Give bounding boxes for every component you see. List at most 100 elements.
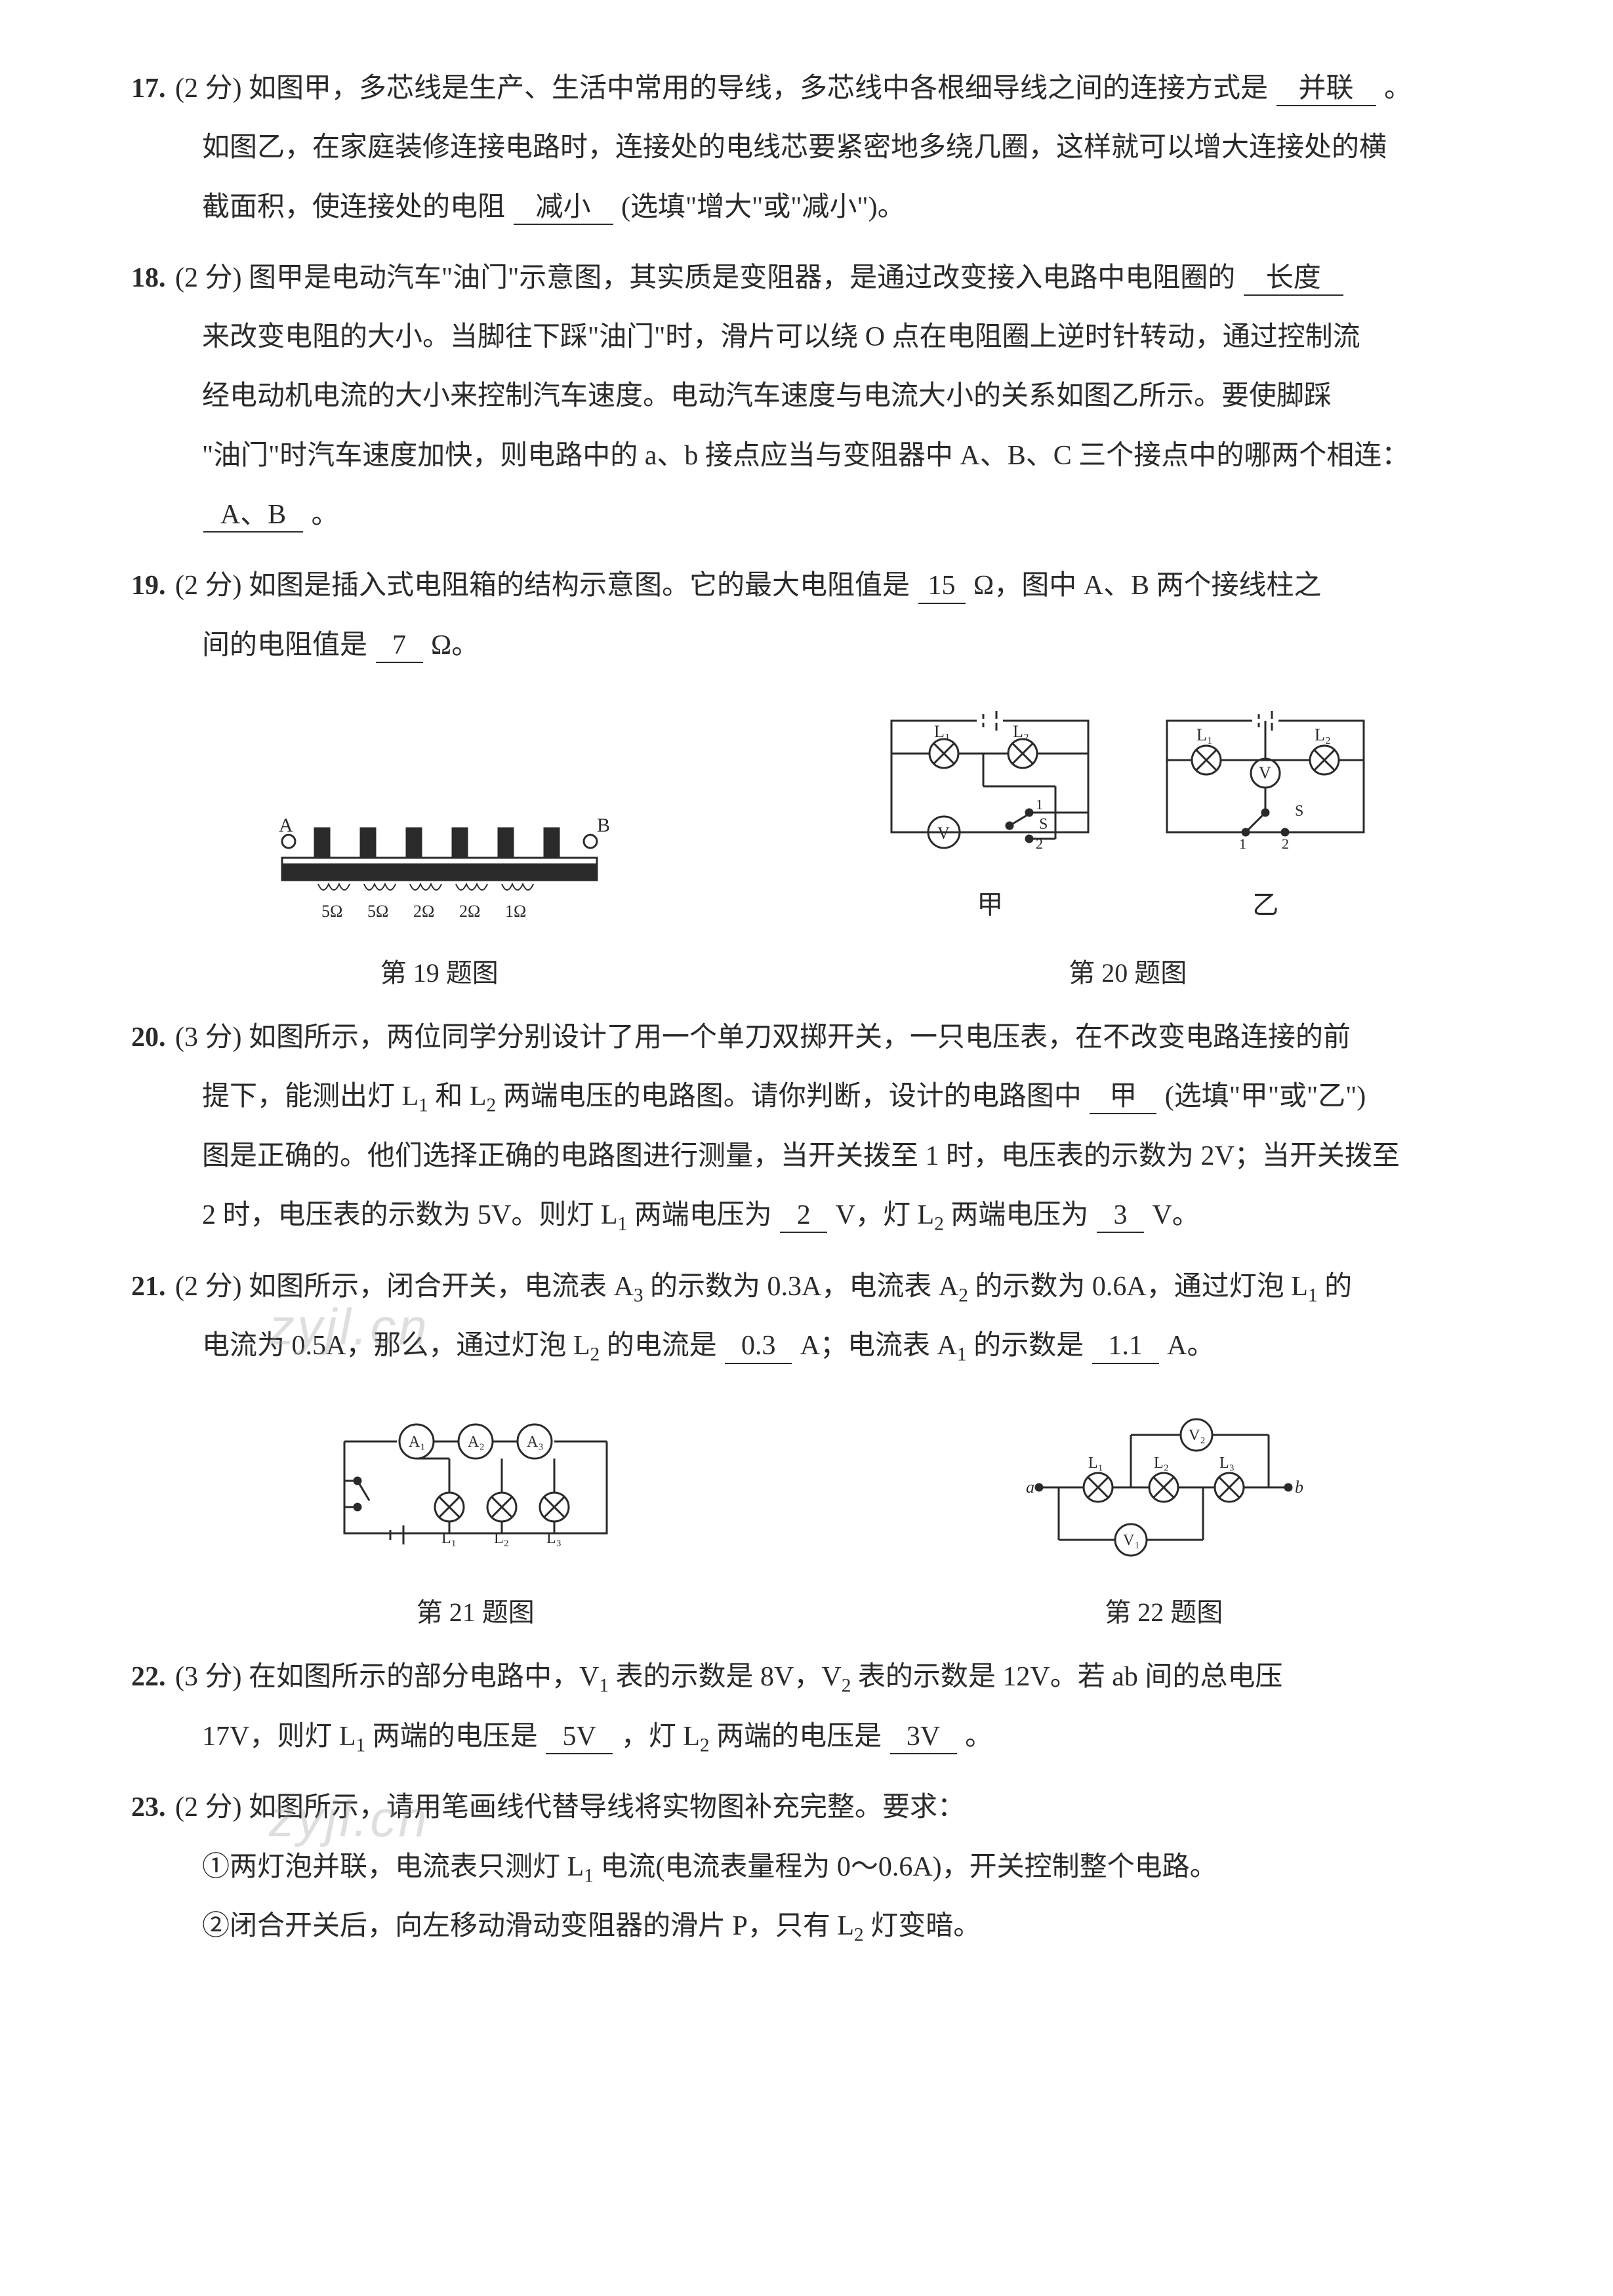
q21-num: 21. <box>131 1272 166 1302</box>
svg-text:2: 2 <box>1282 836 1289 852</box>
q18-pts: (2 分) <box>175 263 241 293</box>
q18-line1: 18. (2 分) 图甲是电动汽车"油门"示意图，其实质是变阻器，是通过改变接入… <box>131 249 1508 308</box>
q22-line2: 17V，则灯 L1 两端的电压是 5V ，灯 L2 两端的电压是 3V 。 <box>131 1707 1508 1767</box>
svg-text:V: V <box>937 824 950 843</box>
fig20-sub-left: 甲 <box>977 877 1003 933</box>
svg-text:S: S <box>1039 816 1048 833</box>
q18-t4b: 。 <box>312 500 339 530</box>
q17-num: 17. <box>131 73 166 104</box>
q17-line1: 17. (2 分) 如图甲，多芯线是生产、生活中常用的导线，多芯线中各根细导线之… <box>131 59 1508 118</box>
q17-t2c: (选填"增大"或"减小")。 <box>621 192 905 222</box>
q19-t3: 间的电阻值是 <box>202 630 367 660</box>
q17-t2a: 如图乙，在家庭装修连接电路时，连接处的电线芯要紧密地多绕几圈，这样就可以增大连接… <box>202 132 1387 163</box>
svg-text:A₃: A₃ <box>527 1434 544 1451</box>
q21-b2: 1.1 <box>1092 1331 1159 1363</box>
q19-line1: 19. (2 分) 如图是插入式电阻箱的结构示意图。它的最大电阻值是 15 Ω，… <box>131 556 1508 615</box>
svg-text:a: a <box>1026 1478 1034 1497</box>
q17-b1: 并联 <box>1276 73 1376 106</box>
svg-text:2: 2 <box>1036 836 1043 852</box>
svg-text:5Ω: 5Ω <box>321 902 342 921</box>
q19-b1: 15 <box>918 571 966 603</box>
q19-b2: 7 <box>376 630 423 663</box>
svg-text:V: V <box>1259 763 1271 782</box>
fig20-right: L₁ L₂ V S 1 2 乙 <box>1147 701 1383 933</box>
q22-num: 22. <box>131 1662 166 1692</box>
svg-text:L₃: L₃ <box>546 1530 561 1547</box>
q20-num: 20. <box>131 1022 166 1053</box>
q23-line3: ②闭合开关后，向左移动滑动变阻器的滑片 P，只有 L2 灯变暗。 <box>131 1897 1508 1956</box>
svg-text:5Ω: 5Ω <box>367 902 388 921</box>
question-20: 20. (3 分) 如图所示，两位同学分别设计了用一个单刀双掷开关，一只电压表，… <box>131 1008 1508 1245</box>
question-18: 18. (2 分) 图甲是电动汽车"油门"示意图，其实质是变阻器，是通过改变接入… <box>131 249 1508 544</box>
q18-line2: 来改变电阻的大小。当脚往下踩"油门"时，滑片可以绕 O 点在电阻圈上逆时针转动，… <box>131 308 1508 367</box>
q21-line1: 21. (2 分) 如图所示，闭合开关，电流表 A3 的示数为 0.3A，电流表… <box>131 1257 1508 1317</box>
q19-t2: Ω，图中 A、B 两个接线柱之 <box>973 571 1322 601</box>
q20-line2: 提下，能测出灯 L1 和 L2 两端电压的电路图。请你判断，设计的电路图中 甲 … <box>131 1067 1508 1127</box>
fig22-svg: a b L₁ L₂ L₃ V₂ V₁ <box>1006 1402 1321 1573</box>
svg-text:V₂: V₂ <box>1189 1427 1206 1444</box>
q19-num: 19. <box>131 571 166 601</box>
svg-text:1Ω: 1Ω <box>505 902 526 921</box>
q19-t1: 如图是插入式电阻箱的结构示意图。它的最大电阻值是 <box>249 571 910 601</box>
question-22: 22. (3 分) 在如图所示的部分电路中，V1 表的示数是 8V，V2 表的示… <box>131 1647 1508 1766</box>
q22-line1: 22. (3 分) 在如图所示的部分电路中，V1 表的示数是 8V，V2 表的示… <box>131 1647 1508 1707</box>
q17-t1: 如图甲，多芯线是生产、生活中常用的导线，多芯线中各根细导线之间的连接方式是 <box>249 73 1268 104</box>
question-23: 23. (2 分) 如图所示，请用笔画线代替导线将实物图补充完整。要求： ①两灯… <box>131 1778 1508 1956</box>
q23-line1: 23. (2 分) 如图所示，请用笔画线代替导线将实物图补充完整。要求： <box>131 1778 1508 1837</box>
figure-22: a b L₁ L₂ L₃ V₂ V₁ 第 22 题图 <box>1006 1402 1321 1641</box>
figure-row-21-22: A₁ A₂ A₃ L₁ L₂ L₃ 第 21 题图 <box>131 1402 1508 1641</box>
q18-line3: 经电动机电流的大小来控制汽车速度。电动汽车速度与电流大小的关系如图乙所示。要使脚… <box>131 367 1508 426</box>
q21-line2: 电流为 0.5A，那么，通过灯泡 L2 的电流是 0.3 A；电流表 A1 的示… <box>131 1316 1508 1376</box>
q23-num: 23. <box>131 1792 166 1823</box>
question-17: 17. (2 分) 如图甲，多芯线是生产、生活中常用的导线，多芯线中各根细导线之… <box>131 59 1508 237</box>
q20-line1: 20. (3 分) 如图所示，两位同学分别设计了用一个单刀双掷开关，一只电压表，… <box>131 1008 1508 1067</box>
q21-b1: 0.3 <box>725 1331 792 1363</box>
q23-line2: ①两灯泡并联，电流表只测灯 L1 电流(电流表量程为 0～0.6A)，开关控制整… <box>131 1838 1508 1897</box>
q17-b2: 减小 <box>514 192 613 225</box>
q20-t1: 如图所示，两位同学分别设计了用一个单刀双掷开关，一只电压表，在不改变电路连接的前 <box>249 1022 1351 1053</box>
q19-t4: Ω。 <box>431 630 479 660</box>
svg-text:L₁: L₁ <box>1196 725 1213 744</box>
svg-text:1: 1 <box>1036 796 1043 813</box>
svg-text:1: 1 <box>1239 836 1246 852</box>
svg-text:L₂: L₂ <box>1154 1455 1169 1472</box>
fig19-caption: 第 19 题图 <box>380 945 499 1001</box>
svg-text:L₁: L₁ <box>1088 1455 1103 1472</box>
fig20-left-svg: L₁ L₂ V 1 2 S <box>872 701 1108 872</box>
q20-b2: 2 <box>780 1200 827 1233</box>
figure-21: A₁ A₂ A₃ L₁ L₂ L₃ 第 21 题图 <box>318 1402 633 1641</box>
svg-text:S: S <box>1295 803 1303 820</box>
svg-text:A₂: A₂ <box>468 1434 485 1451</box>
svg-text:B: B <box>597 815 610 836</box>
svg-text:L₃: L₃ <box>1219 1455 1235 1472</box>
fig20-right-svg: L₁ L₂ V S 1 2 <box>1147 701 1383 872</box>
q18-line5: A、B 。 <box>131 485 1508 544</box>
svg-text:A: A <box>279 815 293 836</box>
svg-text:b: b <box>1295 1478 1303 1497</box>
q17-line3: 截面积，使连接处的电阻 减小 (选填"增大"或"减小")。 <box>131 178 1508 237</box>
q22-pts: (3 分) <box>175 1662 241 1692</box>
fig20-caption: 第 20 题图 <box>1069 945 1187 1001</box>
fig20-left: L₁ L₂ V 1 2 S 甲 <box>872 701 1108 933</box>
q18-num: 18. <box>131 263 166 293</box>
q18-b1: 长度 <box>1244 263 1343 296</box>
q20-line4: 2 时，电压表的示数为 5V。则灯 L1 两端电压为 2 V，灯 L2 两端电压… <box>131 1186 1508 1245</box>
q23-pts: (2 分) <box>175 1792 241 1823</box>
svg-text:L₂: L₂ <box>1315 725 1331 744</box>
question-21: 21. (2 分) 如图所示，闭合开关，电流表 A3 的示数为 0.3A，电流表… <box>131 1257 1508 1376</box>
q17-pts: (2 分) <box>175 73 241 104</box>
q17-t1tail: 。 <box>1384 73 1412 104</box>
fig20-sub-right: 乙 <box>1252 877 1278 933</box>
svg-text:L₂: L₂ <box>1013 722 1029 741</box>
fig22-caption: 第 22 题图 <box>1105 1584 1223 1641</box>
q18-t1: 图甲是电动汽车"油门"示意图，其实质是变阻器，是通过改变接入电路中电阻圈的 <box>249 263 1235 293</box>
svg-text:V₁: V₁ <box>1123 1532 1140 1549</box>
figure-19: A B 5Ω 5Ω 2Ω 2Ω 1Ω 第 19 题图 <box>256 802 623 1001</box>
fig21-caption: 第 21 题图 <box>417 1584 535 1641</box>
q19-line2: 间的电阻值是 7 Ω。 <box>131 616 1508 675</box>
q20-b1: 甲 <box>1090 1081 1156 1114</box>
question-19: 19. (2 分) 如图是插入式电阻箱的结构示意图。它的最大电阻值是 15 Ω，… <box>131 556 1508 675</box>
svg-text:A₁: A₁ <box>409 1434 426 1451</box>
fig21-svg: A₁ A₂ A₃ L₁ L₂ L₃ <box>318 1402 633 1573</box>
svg-text:L₁: L₁ <box>441 1530 457 1547</box>
